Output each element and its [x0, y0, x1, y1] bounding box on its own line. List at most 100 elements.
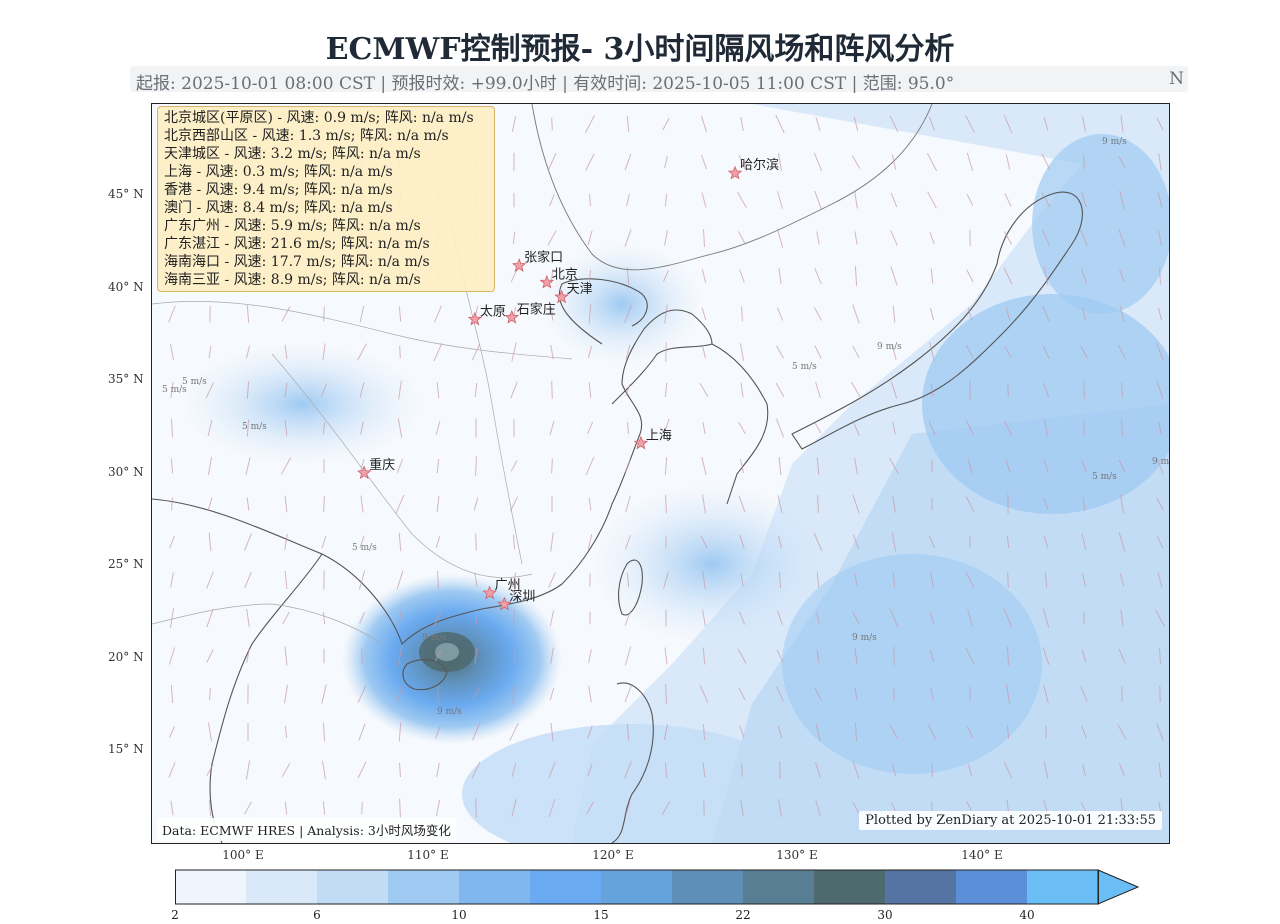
wind-barb [358, 570, 366, 590]
wind-barb [1118, 344, 1126, 360]
wind-barb [473, 497, 479, 511]
wind-barb [853, 534, 859, 550]
contour-label: 9 m/s [1152, 457, 1169, 467]
wind-barb [281, 762, 291, 778]
city-star-icon [633, 435, 649, 450]
wind-barb [966, 152, 974, 172]
wind-barb [208, 799, 212, 817]
wind-barb [738, 421, 746, 435]
wind-barb [361, 648, 363, 664]
lat-tick-label: 15° N [108, 742, 144, 756]
wind-barb [170, 381, 174, 399]
wind-barb [664, 762, 668, 778]
wind-barb [435, 536, 441, 548]
wind-barb [206, 571, 214, 589]
wind-barb [627, 421, 629, 435]
subtitle-bar: 起报: 2025-10-01 08:00 CST | 预报时效: +99.0小时… [130, 66, 1188, 94]
wind-barb [168, 647, 176, 665]
city-label: 张家口 [524, 250, 563, 266]
city-label: 上海 [646, 428, 672, 443]
wind-barb [852, 494, 860, 514]
wind-barb [892, 572, 896, 588]
colorbar-segment [743, 870, 814, 904]
wind-barb [661, 800, 671, 816]
wind-barb [587, 533, 593, 551]
wind-barb [1156, 458, 1164, 474]
wind-barb [740, 799, 744, 817]
wind-barb [1156, 723, 1164, 741]
wind-barb [472, 723, 480, 741]
wind-barb [321, 535, 327, 549]
wind-barb [588, 649, 592, 663]
city-marker: 张家口 [511, 250, 563, 272]
wind-barb [777, 495, 783, 513]
colorbar-segment [956, 870, 1027, 904]
wind-barb [511, 799, 517, 817]
colorbar-segment [388, 870, 459, 904]
wind-barb [814, 268, 822, 284]
wind-barb [1083, 611, 1085, 625]
wind-barb [816, 231, 820, 245]
wind-barb [854, 573, 858, 587]
wind-barb [965, 496, 975, 512]
wind-barb [170, 458, 174, 474]
wind-barb [815, 117, 821, 131]
wind-barb [1157, 230, 1163, 246]
wind-area [782, 554, 1042, 774]
wind-barb [547, 152, 557, 172]
wind-barb [587, 230, 593, 246]
wind-barb [1003, 231, 1013, 245]
wind-barb [889, 115, 899, 133]
wind-barb [282, 611, 290, 625]
wind-barb [1080, 229, 1088, 247]
wind-barb [1155, 609, 1165, 627]
wind-barb [395, 494, 405, 514]
wind-barb [701, 268, 707, 284]
colorbar-tick-label: 30 [877, 908, 893, 922]
wind-barb [397, 418, 403, 438]
wind-barb [322, 760, 326, 780]
wind-barb [357, 761, 367, 779]
wind-barb [967, 458, 973, 474]
wind-barb [854, 687, 858, 701]
wind-barb [891, 154, 897, 170]
wind-barb [474, 610, 478, 626]
city-marker: 哈尔滨 [727, 157, 779, 180]
wind-barb [322, 343, 326, 361]
wind-barb [891, 532, 897, 552]
wind-barb [511, 763, 517, 777]
wind-barb [207, 419, 213, 437]
colorbar-segment [530, 870, 601, 904]
wind-barb [1081, 649, 1087, 663]
wind-barb [171, 497, 173, 511]
coastline-japan [791, 191, 1083, 450]
wind-barb [358, 723, 366, 741]
wind-barb [776, 686, 784, 702]
wind-barb [586, 801, 594, 815]
wind-barb [435, 800, 441, 816]
wind-barb [551, 458, 553, 474]
wind-barb [893, 687, 895, 701]
wind-map: 5 m/s5 m/s9 m/s9 m/s5 m/s9 m/s5 m/s9 m/s… [152, 104, 1169, 843]
wind-barb [776, 228, 784, 248]
wind-barb [1118, 228, 1126, 248]
wind-barb [929, 232, 935, 244]
wind-barb [966, 345, 974, 359]
wind-barb [322, 801, 326, 815]
wind-barb [701, 116, 707, 132]
wind-barb [357, 343, 367, 361]
wind-barb [547, 230, 557, 246]
colorbar-segment [1027, 870, 1098, 904]
wind-barb [853, 116, 859, 132]
wind-barb [965, 420, 975, 436]
wind-barb [512, 534, 516, 550]
wind-barb [1157, 192, 1163, 208]
wind-barb [701, 192, 707, 208]
wind-barb [323, 495, 325, 513]
wind-barb [284, 383, 288, 397]
contour-labels: 5 m/s5 m/s9 m/s9 m/s5 m/s9 m/s5 m/s9 m/s… [162, 137, 1169, 717]
wind-barb [1004, 193, 1012, 207]
wind-barb [662, 117, 670, 131]
wind-barb [738, 611, 746, 625]
wind-barb [664, 155, 668, 169]
